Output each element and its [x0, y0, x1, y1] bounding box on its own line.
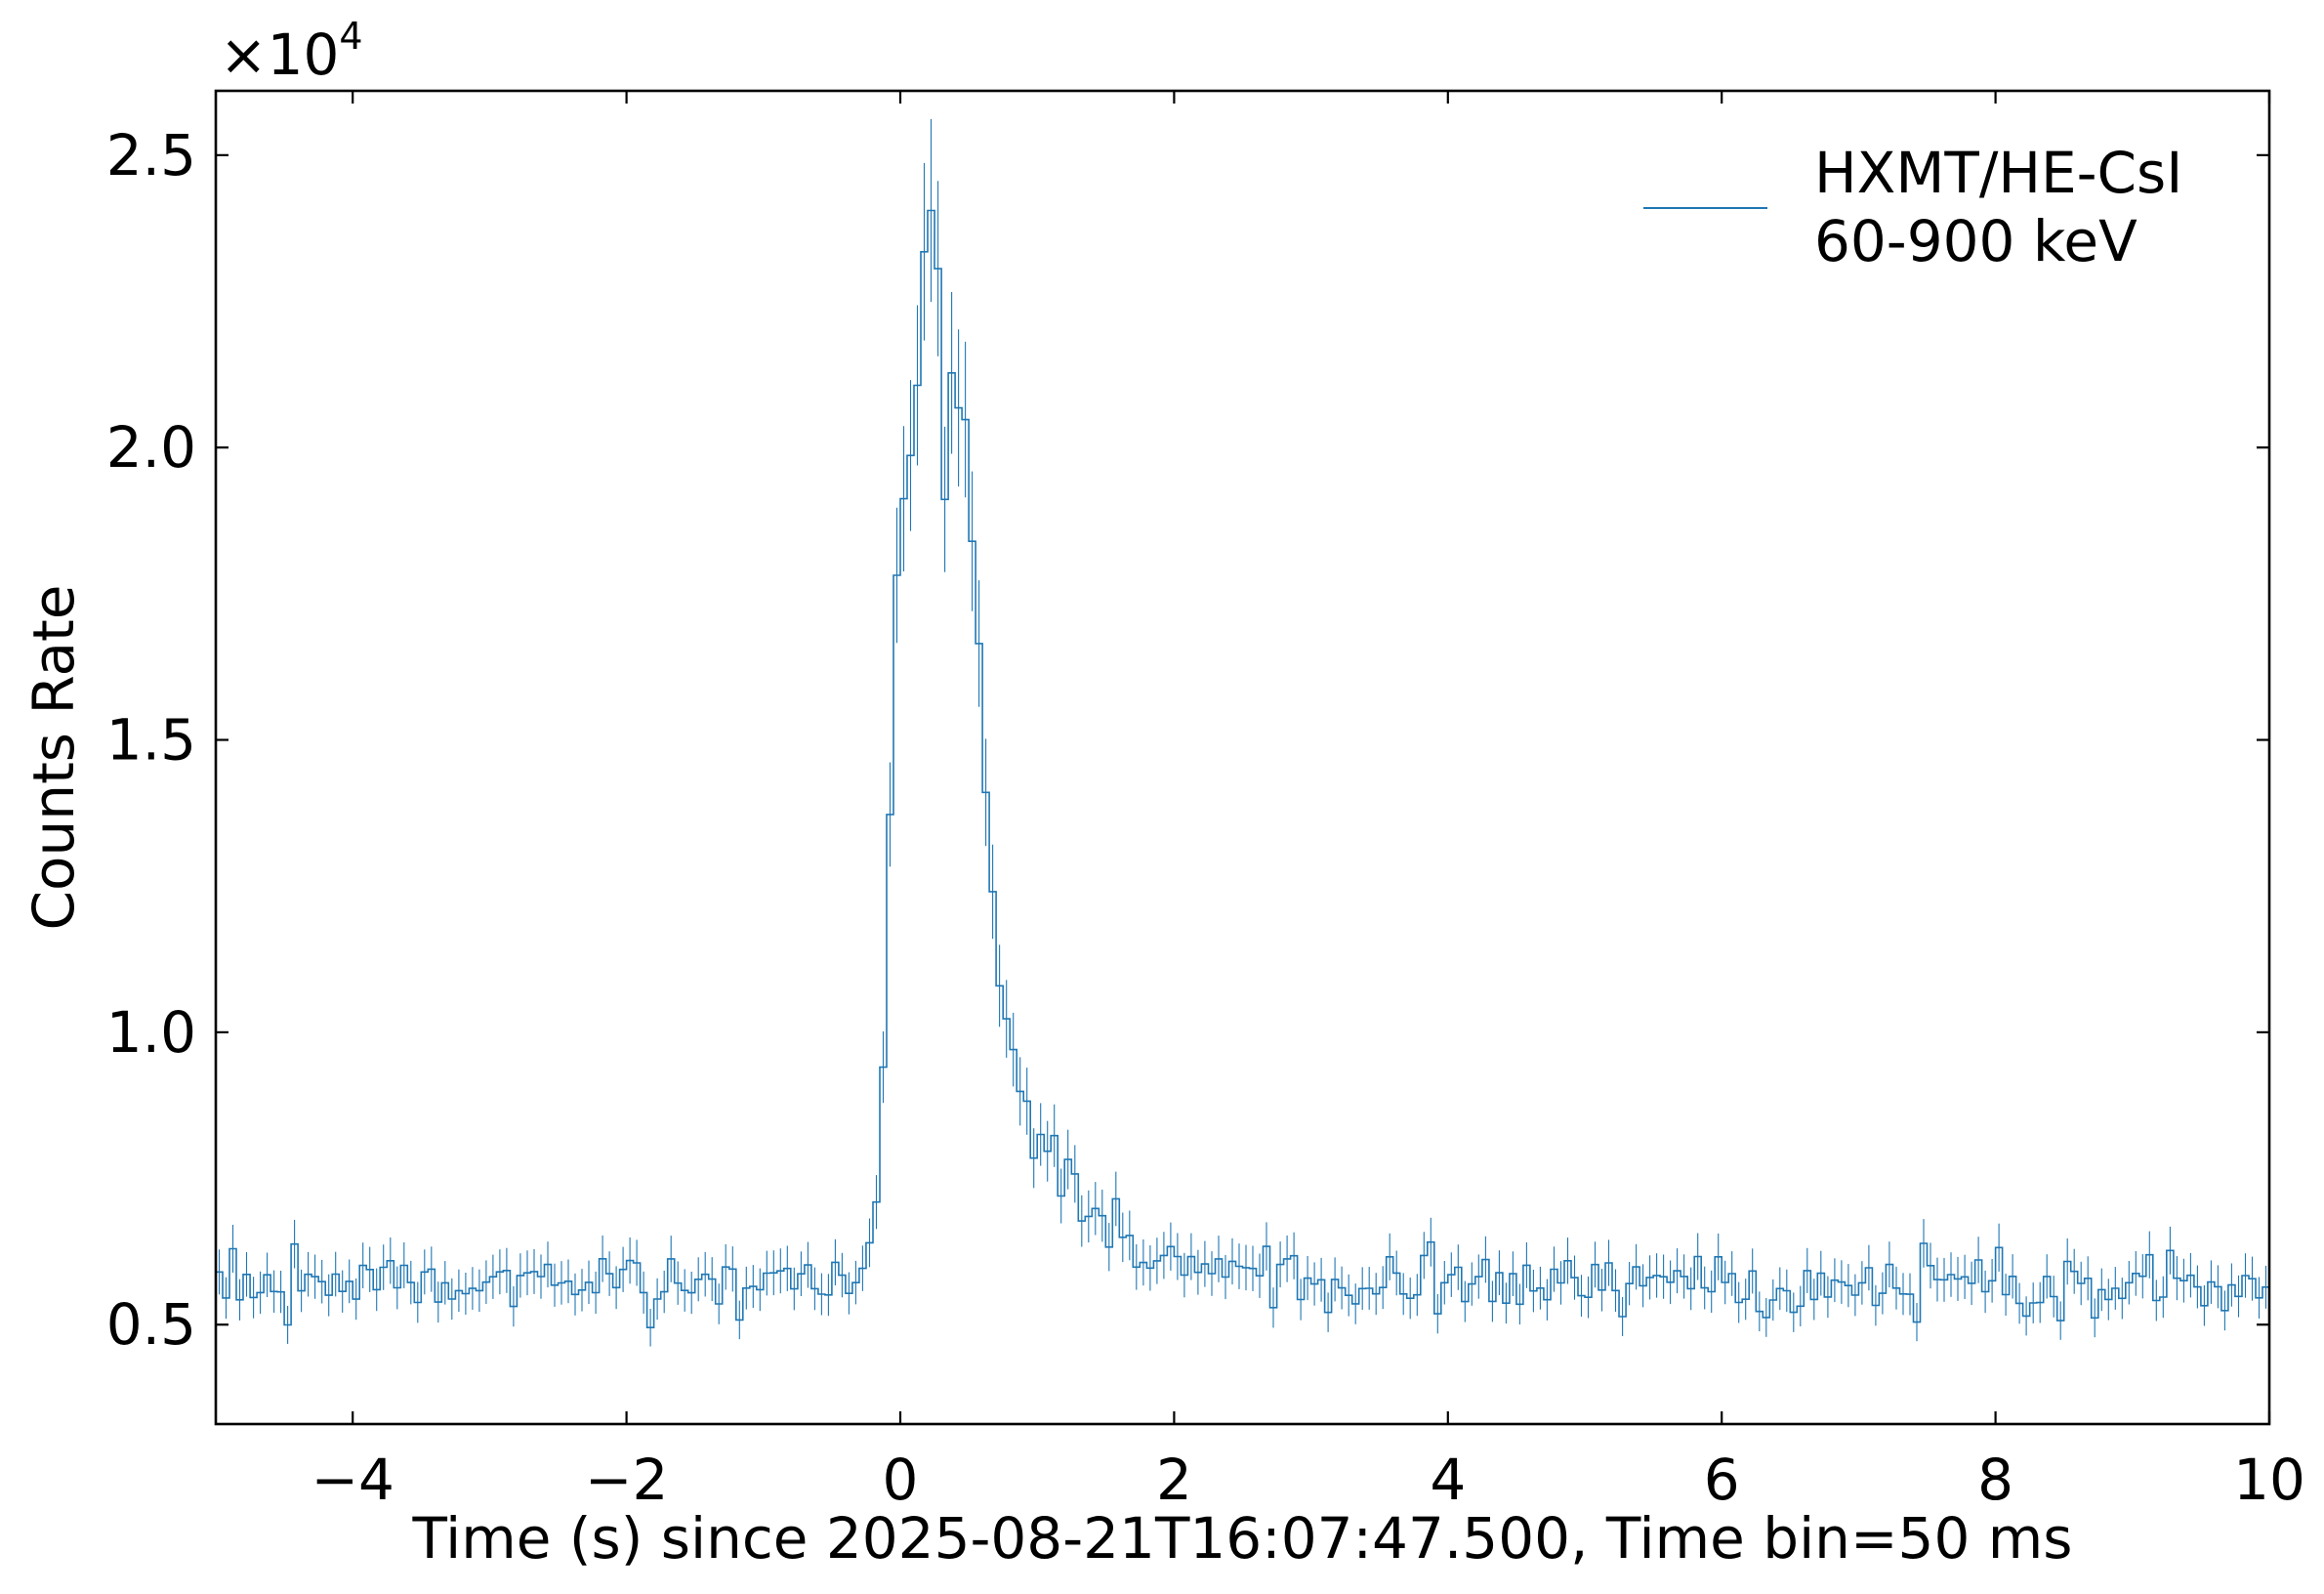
x-tick-label: −4 — [311, 1447, 394, 1513]
axes-frame — [214, 89, 2271, 1426]
y-tick-label: 2.0 — [106, 414, 196, 481]
legend-label-energy-range: 60-900 keV — [1814, 208, 2137, 274]
y-tick-label: 2.5 — [106, 122, 196, 189]
y-axis-offset-text: ×104 — [220, 15, 363, 88]
legend: HXMT/HE-CsI 60-900 keV — [1643, 140, 2182, 274]
offset-exponent: 4 — [339, 15, 362, 58]
x-tick-label: 0 — [883, 1447, 919, 1513]
x-tick-label: −2 — [585, 1447, 669, 1513]
offset-base: ×10 — [220, 21, 339, 88]
x-tick-label: 6 — [1704, 1447, 1740, 1513]
y-tick-label: 1.0 — [106, 999, 196, 1066]
x-tick-label: 4 — [1430, 1447, 1466, 1513]
x-axis-label: Time (s) since 2025-08-21T16:07:47.500, … — [411, 1505, 2072, 1572]
tick-labels: −4 −2 0 2 4 6 8 10 0.5 1.0 1.5 2.0 2.5 — [106, 122, 2305, 1513]
light-curve-step-line — [216, 209, 2269, 1328]
y-axis-label: Counts Rate — [21, 585, 87, 931]
y-tick-label: 0.5 — [106, 1291, 196, 1358]
y-tick-label: 1.5 — [106, 707, 196, 774]
x-tick-label: 10 — [2233, 1447, 2305, 1513]
axis-ticks — [216, 91, 2271, 1424]
legend-label: HXMT/HE-CsI — [1814, 140, 2182, 206]
data-series — [216, 118, 2269, 1347]
x-tick-label: 2 — [1156, 1447, 1192, 1513]
x-tick-label: 8 — [1977, 1447, 2013, 1513]
